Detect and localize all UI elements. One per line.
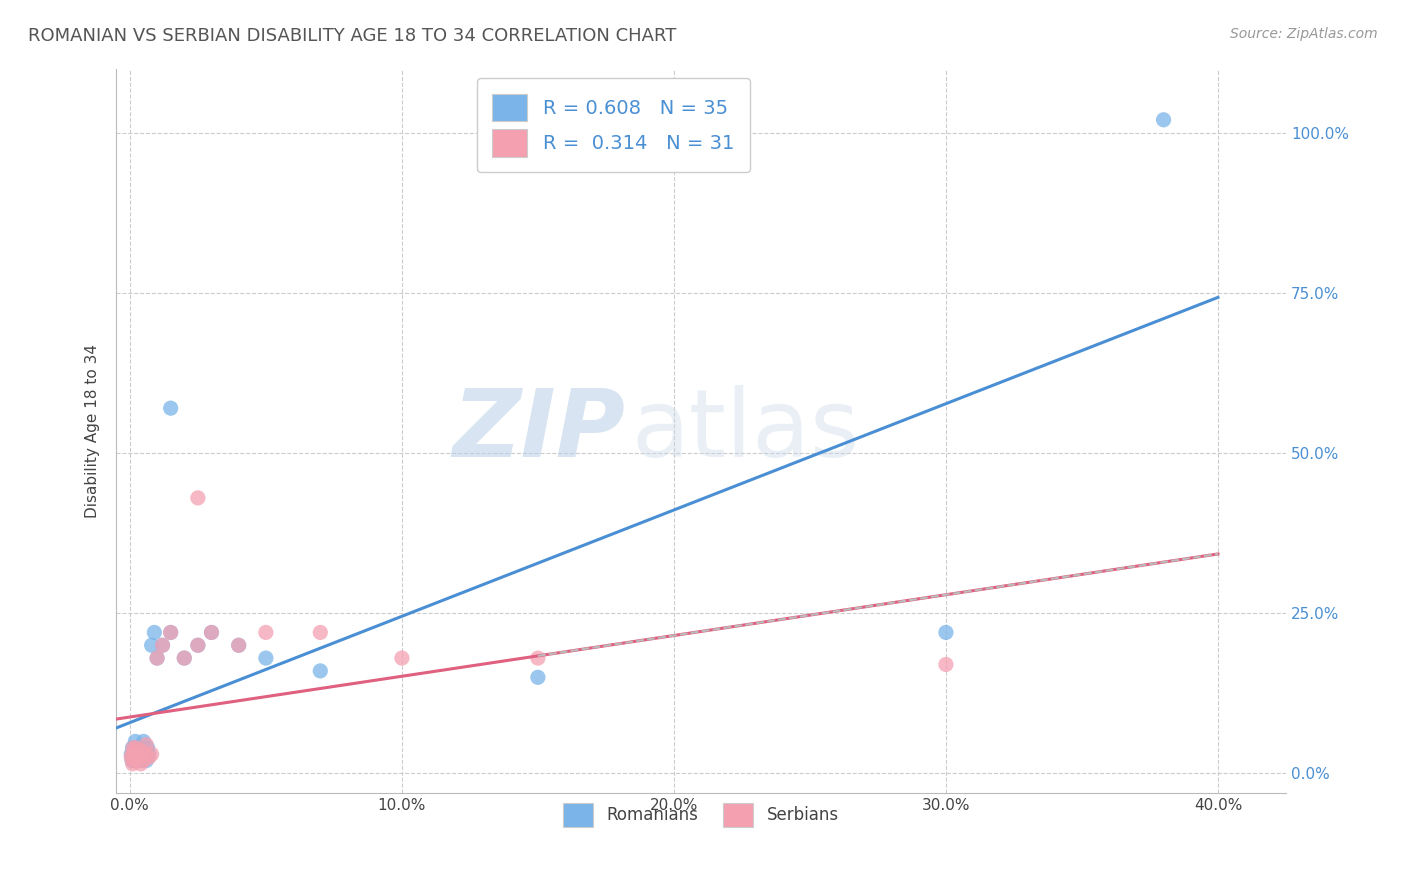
Point bbox=[141, 638, 163, 652]
Point bbox=[159, 625, 181, 640]
Point bbox=[187, 638, 209, 652]
Point bbox=[309, 625, 332, 640]
Point bbox=[138, 750, 160, 764]
Y-axis label: Disability Age 18 to 34: Disability Age 18 to 34 bbox=[86, 343, 100, 517]
Point bbox=[935, 625, 957, 640]
Point bbox=[391, 651, 413, 665]
Point bbox=[134, 744, 156, 758]
Point bbox=[127, 750, 149, 764]
Point bbox=[228, 638, 250, 652]
Point bbox=[173, 651, 195, 665]
Point bbox=[152, 638, 174, 652]
Point bbox=[131, 747, 153, 762]
Point bbox=[121, 740, 143, 755]
Point bbox=[128, 750, 150, 764]
Point bbox=[121, 756, 143, 771]
Point bbox=[124, 754, 146, 768]
Point bbox=[935, 657, 957, 672]
Point bbox=[146, 651, 169, 665]
Point bbox=[187, 638, 209, 652]
Point bbox=[131, 744, 153, 758]
Point bbox=[309, 664, 332, 678]
Point bbox=[124, 734, 146, 748]
Point bbox=[187, 491, 209, 505]
Point bbox=[173, 651, 195, 665]
Point bbox=[527, 651, 550, 665]
Point bbox=[134, 747, 156, 762]
Point bbox=[124, 744, 146, 758]
Point bbox=[136, 740, 159, 755]
Point bbox=[228, 638, 250, 652]
Legend: Romanians, Serbians: Romanians, Serbians bbox=[555, 795, 848, 835]
Point bbox=[143, 625, 166, 640]
Point bbox=[129, 756, 152, 771]
Point bbox=[1153, 112, 1175, 127]
Point bbox=[129, 754, 152, 768]
Point bbox=[122, 750, 145, 764]
Point bbox=[254, 625, 277, 640]
Text: ZIP: ZIP bbox=[453, 384, 626, 476]
Point bbox=[128, 740, 150, 755]
Point bbox=[138, 747, 160, 762]
Point bbox=[141, 747, 163, 762]
Point bbox=[135, 738, 157, 752]
Text: Source: ZipAtlas.com: Source: ZipAtlas.com bbox=[1230, 27, 1378, 41]
Point bbox=[121, 754, 143, 768]
Point bbox=[125, 747, 148, 762]
Point bbox=[152, 638, 174, 652]
Point bbox=[129, 744, 152, 758]
Point bbox=[132, 754, 155, 768]
Point bbox=[125, 750, 148, 764]
Point bbox=[121, 747, 143, 762]
Point bbox=[132, 734, 155, 748]
Point bbox=[254, 651, 277, 665]
Text: ROMANIAN VS SERBIAN DISABILITY AGE 18 TO 34 CORRELATION CHART: ROMANIAN VS SERBIAN DISABILITY AGE 18 TO… bbox=[28, 27, 676, 45]
Point bbox=[200, 625, 222, 640]
Text: atlas: atlas bbox=[631, 384, 859, 476]
Point bbox=[527, 670, 550, 684]
Point bbox=[124, 754, 146, 768]
Point bbox=[159, 625, 181, 640]
Point bbox=[135, 754, 157, 768]
Point bbox=[120, 750, 142, 764]
Point bbox=[122, 744, 145, 758]
Point bbox=[125, 740, 148, 755]
Point bbox=[122, 740, 145, 755]
Point bbox=[159, 401, 181, 416]
Point bbox=[146, 651, 169, 665]
Point bbox=[127, 747, 149, 762]
Point bbox=[127, 747, 149, 762]
Point bbox=[120, 747, 142, 762]
Point bbox=[125, 740, 148, 755]
Point bbox=[122, 754, 145, 768]
Point bbox=[200, 625, 222, 640]
